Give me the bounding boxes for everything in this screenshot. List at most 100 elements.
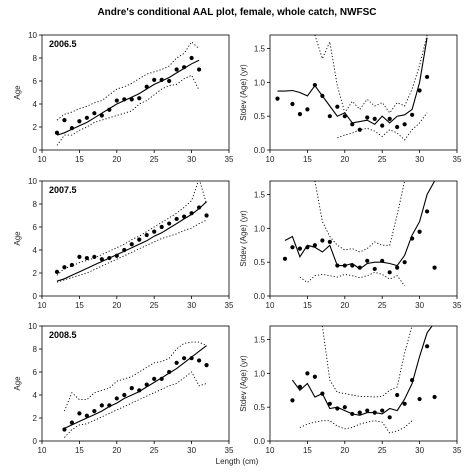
series-line-expected xyxy=(56,59,200,136)
data-point-observed xyxy=(137,96,142,101)
data-point-observed xyxy=(395,392,400,398)
y-tick-label: 1.5 xyxy=(254,336,266,345)
y-tick-label: 0 xyxy=(33,292,38,301)
series-line-lower xyxy=(56,74,200,146)
data-point-observed xyxy=(312,374,317,379)
data-point-observed xyxy=(54,130,60,135)
x-tick-label: 20 xyxy=(340,446,349,455)
panel-sd-2007.5: 10 15 20 25 30 35 0.0 0.5 1.0 1.5 Stdev (Age) (yr) xyxy=(239,180,462,310)
data-point-observed xyxy=(204,213,209,218)
x-tick-label: 20 xyxy=(112,155,121,164)
y-tick-label: 1.0 xyxy=(254,369,266,378)
series-line-lower xyxy=(299,420,413,434)
data-point-observed xyxy=(152,77,157,82)
y-tick-label: 0 xyxy=(33,437,38,446)
data-point-observed xyxy=(372,116,377,121)
x-tick-label: 30 xyxy=(187,446,196,455)
y-tick-label: 1.0 xyxy=(254,78,266,87)
series-line-upper xyxy=(56,41,200,121)
data-point-observed xyxy=(417,88,422,93)
data-point-observed xyxy=(327,239,332,244)
y-axis-label: Age xyxy=(13,376,22,391)
x-tick-label: 35 xyxy=(225,155,234,164)
panel-age-2006.5: 10 15 20 25 30 35 0 2 4 6 8 10 Age 2006.5 xyxy=(13,31,234,164)
x-tick-label: 35 xyxy=(453,301,462,310)
data-point-observed xyxy=(129,97,134,102)
data-point-observed xyxy=(92,111,97,116)
data-point-observed xyxy=(357,127,362,132)
x-tick-label: 20 xyxy=(112,301,121,310)
y-axis-label: Stdev (Age) (yr) xyxy=(239,210,248,267)
y-tick-label: 10 xyxy=(28,177,37,186)
series-group xyxy=(282,181,437,287)
y-axis-label: Stdev (Age) (yr) xyxy=(239,355,248,412)
data-point-observed xyxy=(424,344,430,349)
series-line-upper xyxy=(314,35,428,114)
data-point-observed xyxy=(395,265,400,270)
series-line-lower xyxy=(64,371,207,438)
series-line-upper xyxy=(63,341,207,412)
data-point-observed xyxy=(342,405,347,410)
y-tick-label: 1.5 xyxy=(254,45,266,54)
data-point-observed xyxy=(122,392,127,398)
data-point-observed xyxy=(99,257,104,262)
series-line-upper xyxy=(56,181,208,276)
data-point-observed xyxy=(320,238,325,243)
data-point-observed xyxy=(387,116,392,121)
x-tick-label: 20 xyxy=(340,301,349,310)
data-point-observed xyxy=(114,396,119,401)
data-point-observed xyxy=(357,410,362,415)
data-point-observed xyxy=(424,74,430,80)
series-group xyxy=(62,341,209,438)
data-point-observed xyxy=(372,266,377,272)
series-line-upper xyxy=(321,326,413,398)
x-tick-label: 25 xyxy=(378,446,387,455)
x-tick-label: 15 xyxy=(303,446,312,455)
data-point-observed xyxy=(297,112,303,117)
x-tick-label: 35 xyxy=(453,155,462,164)
x-tick-label: 25 xyxy=(150,155,159,164)
y-tick-label: 10 xyxy=(28,322,37,331)
data-point-observed xyxy=(54,269,60,274)
data-point-observed xyxy=(204,363,209,368)
x-tick-label: 15 xyxy=(303,155,312,164)
data-point-observed xyxy=(297,246,303,251)
data-point-observed xyxy=(282,256,288,261)
data-point-observed xyxy=(402,122,407,127)
y-tick-label: 10 xyxy=(28,31,37,40)
data-point-observed xyxy=(424,209,430,214)
data-point-observed xyxy=(92,409,97,414)
series-line-expected xyxy=(291,326,433,416)
x-tick-label: 30 xyxy=(415,155,424,164)
data-point-observed xyxy=(297,384,303,389)
y-tick-label: 1.5 xyxy=(254,191,266,200)
data-point-observed xyxy=(77,411,82,416)
y-tick-label: 8 xyxy=(33,54,38,63)
plot-frame xyxy=(41,34,230,151)
y-tick-label: 0.5 xyxy=(254,258,266,267)
data-point-observed xyxy=(402,260,407,265)
data-point-observed xyxy=(174,360,179,365)
x-tick-label: 35 xyxy=(225,446,234,455)
data-point-observed xyxy=(432,394,437,400)
y-axis-label: Age xyxy=(13,85,22,100)
panel-sd-2006.5: 10 15 20 25 30 35 0.0 0.5 1.0 1.5 Stdev (Age) (yr) xyxy=(239,34,462,164)
y-tick-label: 0.0 xyxy=(254,437,266,446)
data-point-observed xyxy=(167,78,172,84)
x-tick-label: 30 xyxy=(187,301,196,310)
data-point-observed xyxy=(62,118,67,123)
data-point-observed xyxy=(312,243,317,248)
plot-frame xyxy=(41,180,230,297)
data-point-observed xyxy=(410,112,415,117)
data-point-observed xyxy=(159,224,164,230)
panel-sd-2008.5: 10 15 20 25 30 35 0.0 0.5 1.0 1.5 Stdev (Age) (yr) xyxy=(239,325,462,455)
series-group xyxy=(54,41,202,146)
y-tick-label: 0.0 xyxy=(254,292,266,301)
data-point-observed xyxy=(137,237,142,242)
series-line-lower xyxy=(337,112,428,141)
x-tick-label: 35 xyxy=(225,301,234,310)
plot-frame xyxy=(41,325,230,442)
year-label: 2006.5 xyxy=(49,39,77,49)
x-tick-label: 30 xyxy=(415,446,424,455)
